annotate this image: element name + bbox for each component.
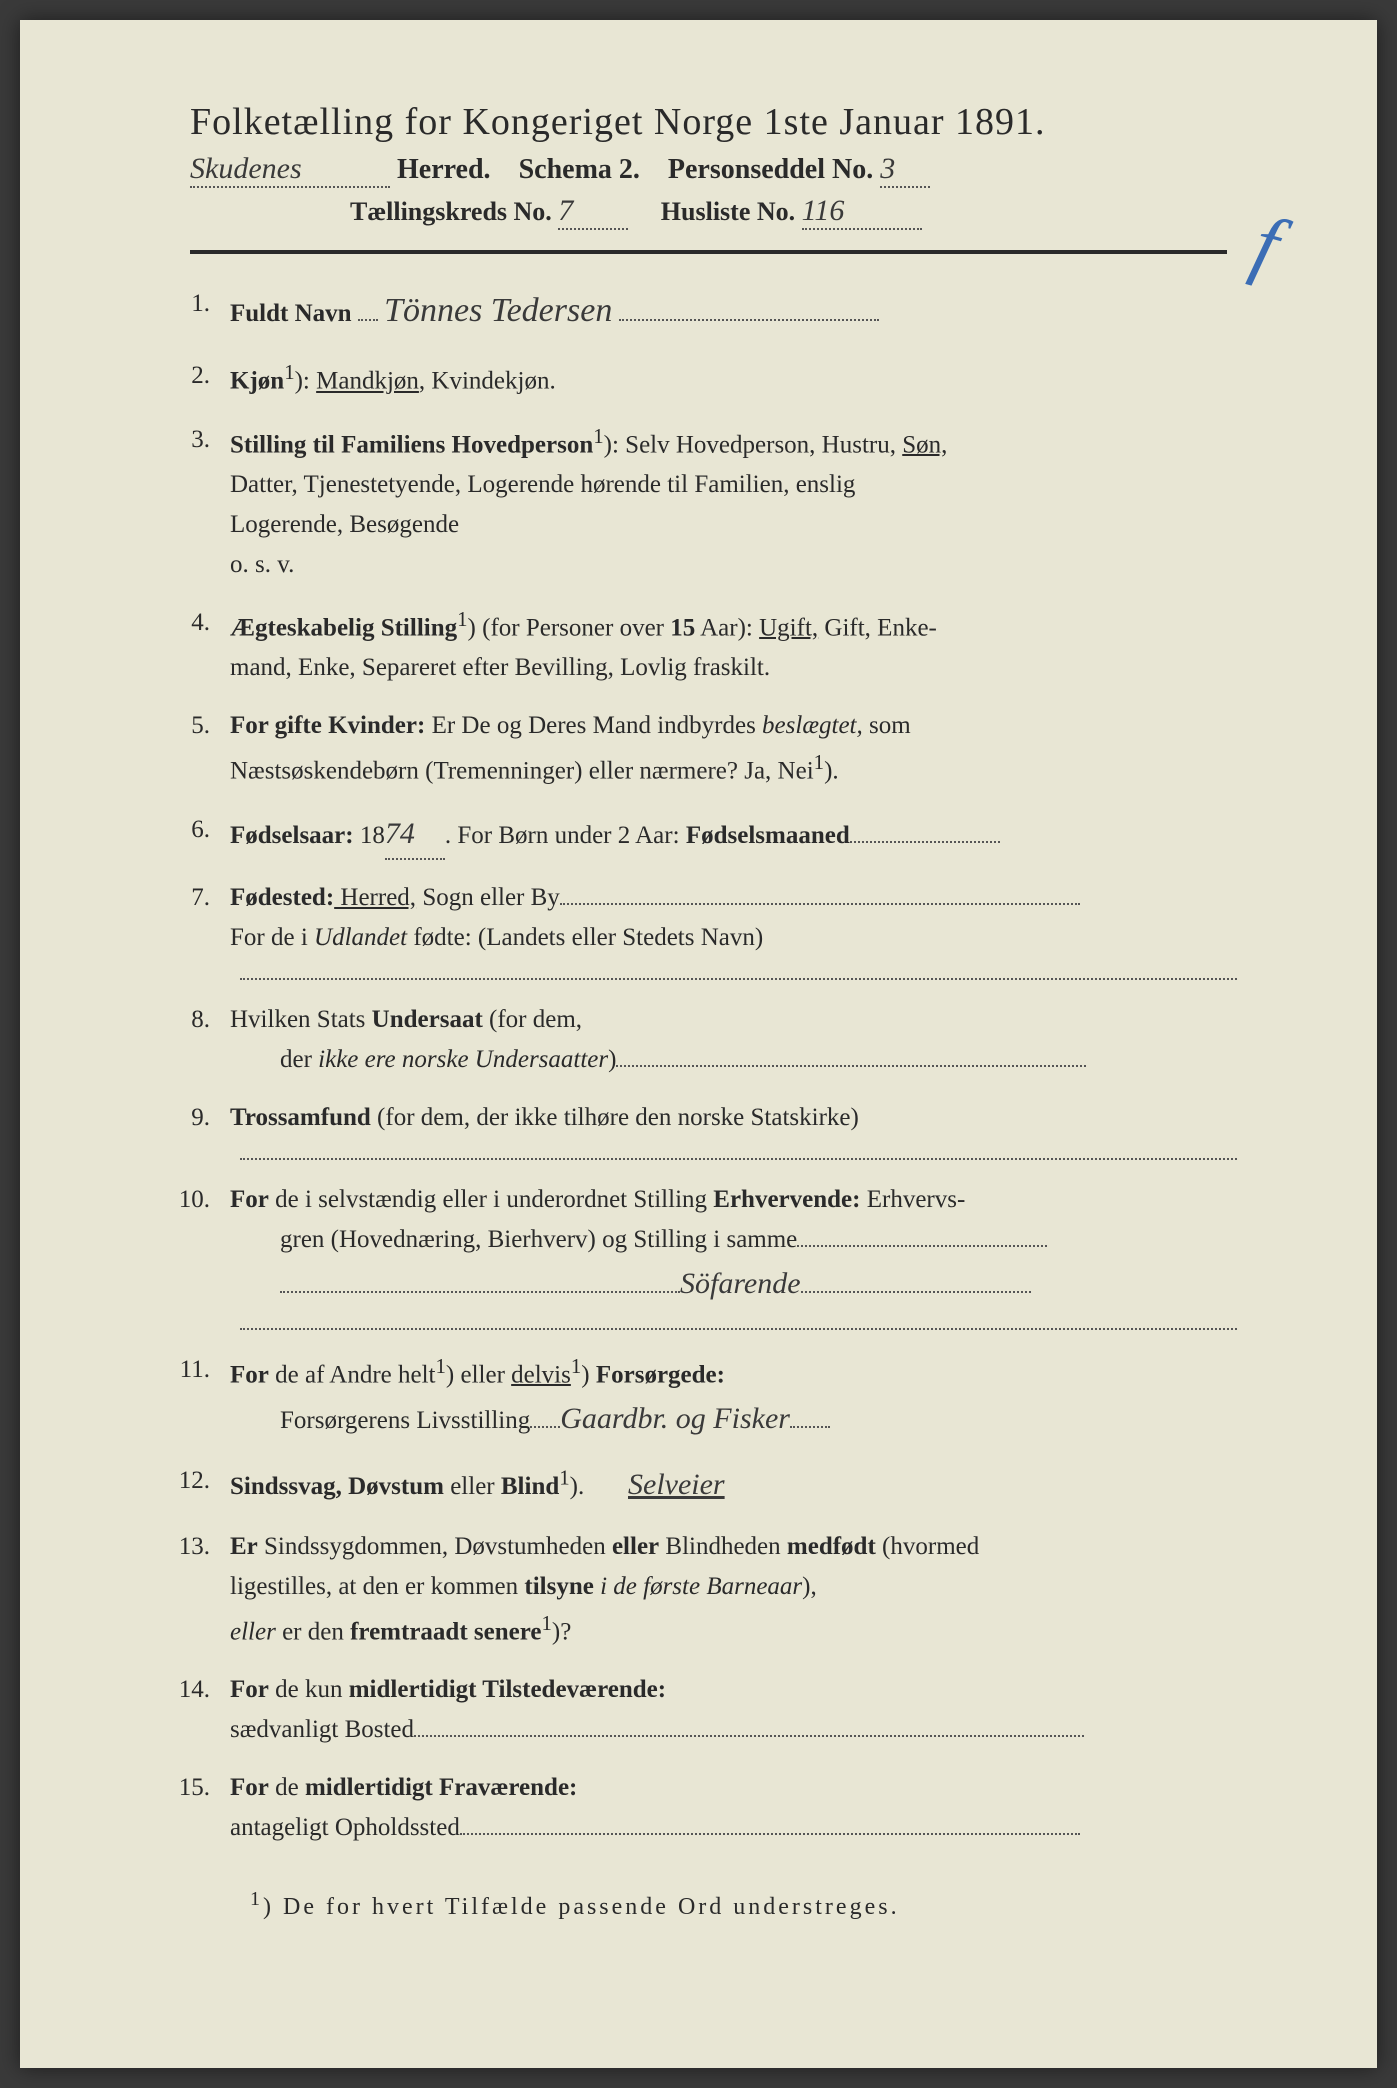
item-6: 6. Fødselsaar: 1874. For Børn under 2 Aa… [170, 810, 1237, 860]
item-14: 14. For de kun midlertidigt Tilstedevære… [170, 1670, 1237, 1750]
husliste-no: 116 [802, 194, 922, 230]
opt-ugift: Ugift, [759, 614, 818, 641]
label-forsorgede: Forsørgede: [596, 1361, 725, 1388]
item-10: 10. For de i selvstændig eller i underor… [170, 1180, 1237, 1308]
label-erhvervende: Erhvervende: [713, 1186, 860, 1213]
label-trossamfund: Trossamfund [230, 1104, 371, 1131]
husliste-label: Husliste No. [661, 197, 795, 226]
forsorger-value: Gaardbr. og Fisker [560, 1402, 790, 1435]
label-tilstedevaerende: midlertidigt Tilstedeværende: [349, 1676, 666, 1703]
item-1: 1. Fuldt Navn Tönnes Tedersen [170, 284, 1237, 338]
item-3: 3. Stilling til Familiens Hovedperson1):… [170, 420, 1237, 585]
personseddel-label: Personseddel No. [668, 154, 873, 185]
selveier-value: Selveier [628, 1468, 725, 1501]
label-stilling: Stilling til Familiens Hovedperson [230, 431, 593, 458]
opt-mandkjon: Mandkjøn [316, 368, 419, 395]
taellingskreds-no: 7 [558, 194, 628, 230]
item-4: 4. Ægteskabelig Stilling1) (for Personer… [170, 603, 1237, 688]
label-fodselsaar: Fødselsaar: [230, 822, 354, 849]
dotted-spacer-10 [240, 1328, 1237, 1330]
kreds-row: Tællingskreds No. 7 Husliste No. 116 [350, 194, 1257, 230]
form-header: Folketælling for Kongeriget Norge 1ste J… [160, 100, 1257, 230]
label-fuldt-navn: Fuldt Navn [230, 300, 352, 327]
personseddel-no: 3 [880, 152, 930, 188]
opt-kvindekjon: Kvindekjøn. [431, 368, 555, 395]
taellingskreds-label: Tællingskreds No. [350, 197, 552, 226]
herred-label: Herred. [397, 154, 491, 185]
dotted-spacer-9 [240, 1158, 1237, 1160]
opt-delvis: delvis [511, 1361, 571, 1388]
item-12: 12. Sindssvag, Døvstum eller Blind1). Se… [170, 1461, 1237, 1509]
item-5: 5. For gifte Kvinder: Er De og Deres Man… [170, 706, 1237, 791]
herred-row: Skudenes Herred. Schema 2. Personseddel … [190, 152, 1257, 188]
census-form-page: Folketælling for Kongeriget Norge 1ste J… [20, 20, 1377, 2068]
item-11: 11. For de af Andre helt1) eller delvis1… [170, 1350, 1237, 1443]
herred-value: Skudenes [190, 152, 390, 188]
main-title: Folketælling for Kongeriget Norge 1ste J… [190, 100, 1257, 144]
item-2: 2. Kjøn1): Mandkjøn, Kvindekjøn. [170, 356, 1237, 401]
label-kjon: Kjøn [230, 368, 284, 395]
opt-herred: Herred, [334, 884, 416, 911]
header-rule [190, 250, 1227, 254]
form-body: 1. Fuldt Navn Tönnes Tedersen 2. Kjøn1):… [160, 284, 1257, 1921]
dotted-spacer-7 [240, 978, 1237, 980]
item-13: 13. Er Sindssygdommen, Døvstumheden elle… [170, 1527, 1237, 1652]
label-fodested: Fødested: [230, 884, 334, 911]
item-9: 9. Trossamfund (for dem, der ikke tilhør… [170, 1098, 1237, 1138]
footnote: 1) De for hvert Tilfælde passende Ord un… [250, 1888, 1237, 1921]
label-gifte-kvinder: For gifte Kvinder: [230, 712, 425, 739]
schema-label: Schema 2. [519, 154, 640, 185]
item-15: 15. For de midlertidigt Fraværende: anta… [170, 1768, 1237, 1848]
label-sindssvag: Sindssvag, Døvstum [230, 1473, 444, 1500]
label-fodselsmaaned: Fødselsmaaned [686, 822, 850, 849]
item-7: 7. Fødested: Herred, Sogn eller By For d… [170, 878, 1237, 958]
label-aegteskab: Ægteskabelig Stilling [230, 614, 457, 641]
fodselsaar-value: 74 [385, 810, 445, 860]
fuldt-navn-value: Tönnes Tedersen [384, 292, 612, 329]
label-fravaerende: midlertidigt Fraværende: [305, 1774, 577, 1801]
label-medfodt: medfødt [787, 1533, 876, 1560]
item-8: 8. Hvilken Stats Undersaat (for dem, der… [170, 1000, 1237, 1080]
label-undersaat: Undersaat [372, 1006, 483, 1033]
erhverv-value: Söfarende [680, 1267, 801, 1300]
opt-son: Søn, [902, 431, 947, 458]
